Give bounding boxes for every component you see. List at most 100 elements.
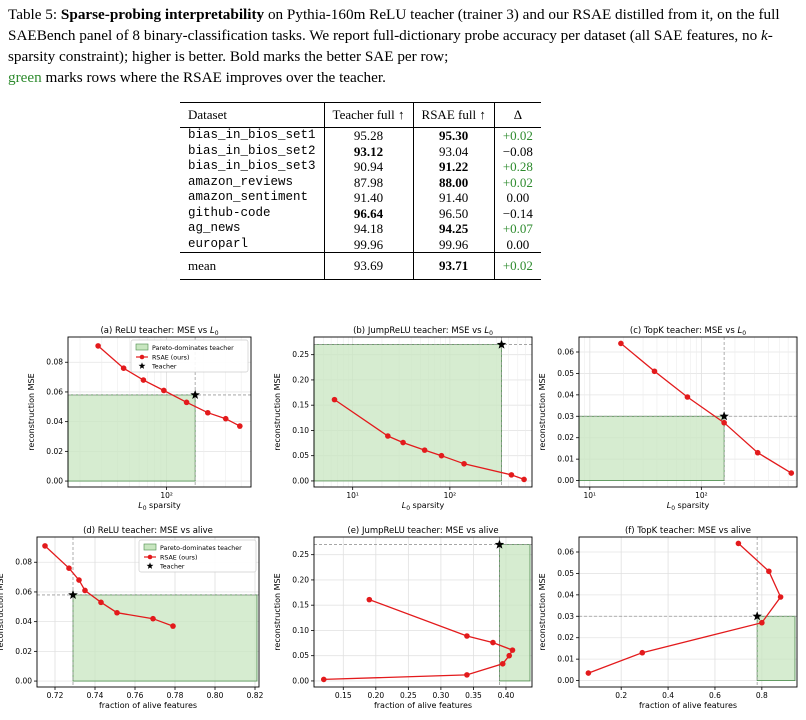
cell-delta: +0.02	[493, 174, 541, 190]
rsae-point	[204, 409, 211, 416]
rsae-point	[170, 623, 176, 629]
rsae-point	[237, 423, 243, 429]
rsae-point	[140, 377, 147, 383]
rsae-point	[585, 670, 592, 676]
caption-title: Sparse-probing interpretability	[60, 6, 265, 23]
header-delta: Δ	[493, 102, 541, 128]
pareto-region	[756, 615, 796, 681]
chart-4: 0.00 0.05 0.10 0.15 0.20 0.25 0.15 0.20 0.25 0.30…	[273, 526, 533, 710]
legend-label-teacher: Teacher	[151, 364, 177, 371]
legend-label-rsae: RSAE (ours)	[160, 555, 197, 562]
rsae-point	[618, 340, 624, 347]
x-tick-label: 0.78	[167, 691, 184, 700]
cell-teacher: 96.64	[323, 205, 414, 221]
table-row: bias_in_bios_set2 93.12 93.04 −0.08	[180, 143, 541, 159]
plot-frame	[313, 336, 533, 488]
cell-dataset: mean	[188, 258, 217, 274]
x-axis-label: L0 sparsity	[667, 501, 710, 512]
table-row: amazon_reviews 87.98 88.00 +0.02	[180, 174, 541, 190]
table-row: github-code 96.64 96.50 −0.14	[180, 205, 541, 221]
y-tick-label: 0.06	[557, 548, 574, 557]
cell-teacher: 90.94	[323, 159, 414, 175]
caption-text: on Pythia-160m ReLU teacher (trainer 3) …	[8, 6, 780, 44]
y-tick-label: 0.05	[292, 451, 309, 460]
teacher-point	[719, 411, 729, 421]
rsae-point	[366, 596, 373, 603]
cell-delta: +0.28	[493, 159, 541, 175]
rsae-point	[639, 649, 646, 656]
pareto-region	[499, 544, 531, 682]
rsae-point	[777, 594, 784, 600]
chart-3: 0.00 0.02 0.04 0.06 0.08 0.72 0.74 0.76 0.78 0.80…	[0, 526, 264, 710]
legend-label-rsae: RSAE (ours)	[152, 355, 189, 362]
table-row: europarl 99.96 99.96 0.00	[180, 236, 541, 253]
rsae-point	[42, 543, 48, 549]
chart-0: 0.00 0.02 0.04 0.06 0.08 10² (a) ReLU teacher:…	[27, 326, 252, 512]
chart-2: 0.00 0.01 0.02 0.03 0.04 0.05 0.06 10¹ 10² (c) To…	[538, 326, 798, 512]
cell-rsae: 94.25	[412, 221, 495, 237]
y-tick-label: 0.02	[46, 447, 63, 456]
y-tick-label: 0.25	[292, 350, 309, 359]
cell-teacher: 94.18	[323, 221, 414, 237]
legend-swatch-pareto	[143, 543, 157, 551]
chart-title: (a) ReLU teacher: MSE vs L0	[100, 326, 218, 337]
rsae-point	[508, 472, 515, 478]
x-axis-label: L0 sparsity	[138, 501, 181, 512]
table-caption: Table 5: Sparse-probing interpretability…	[8, 4, 800, 88]
x-tick-label: 0.74	[87, 691, 104, 700]
y-tick-label: 0.01	[557, 655, 574, 664]
pareto-region	[72, 594, 258, 682]
cell-dataset: bias_in_bios_set3	[188, 159, 316, 173]
x-tick-label: 0.15	[335, 691, 352, 700]
chart-title: (b) JumpReLU teacher: MSE vs L0	[353, 326, 493, 337]
x-tick-label: 10¹	[346, 491, 359, 500]
cell-delta: +0.02	[493, 252, 541, 280]
x-axis-label: fraction of alive features	[374, 701, 472, 710]
table-row: bias_in_bios_set1 95.28 95.30 +0.02	[180, 127, 541, 144]
caption-green-word: green	[8, 69, 42, 86]
cell-dataset: amazon_reviews	[188, 174, 294, 189]
rsae-series-line	[588, 542, 782, 674]
rsae-point	[114, 609, 120, 616]
cell-dataset: europarl	[188, 236, 249, 251]
cell-teacher: 93.69	[323, 252, 414, 280]
cell-dataset: bias_in_bios_set1	[188, 128, 316, 142]
legend-label-pareto: Pareto-dominates teacher	[152, 345, 234, 352]
cell-teacher: 99.96	[323, 236, 414, 253]
cell-teacher: 95.28	[323, 127, 414, 144]
cell-rsae: 93.71	[412, 252, 495, 280]
rsae-point	[82, 587, 88, 594]
y-axis-label: reconstruction MSE	[538, 373, 547, 450]
rsae-point	[684, 394, 691, 400]
legend-marker-teacher	[138, 362, 146, 369]
legend-box	[138, 539, 257, 573]
y-tick-label: 0.05	[292, 651, 309, 660]
plot-frame	[36, 536, 260, 688]
rsae-series-line	[97, 345, 241, 427]
cell-dataset: ag_news	[188, 221, 241, 235]
y-tick-label: 0.05	[557, 369, 574, 378]
x-tick-label: 10²	[695, 491, 708, 500]
y-axis-label: reconstruction MSE	[0, 573, 5, 650]
chart-title: (e) JumpReLU teacher: MSE vs alive	[347, 526, 498, 536]
x-tick-label: 0.76	[127, 691, 144, 700]
table-row: ag_news 94.18 94.25 +0.07	[180, 221, 541, 237]
chart-1: 0.00 0.05 0.10 0.15 0.20 0.25 10¹ 10² (b) JumpRe…	[273, 326, 533, 512]
x-axis-label: fraction of alive features	[639, 701, 737, 710]
y-tick-label: 0.10	[292, 626, 309, 635]
rsae-point	[461, 460, 467, 467]
x-tick-label: 0.35	[465, 691, 482, 700]
y-tick-label: 0.00	[557, 676, 574, 685]
rsae-point	[759, 619, 765, 626]
cell-rsae: 91.40	[412, 190, 495, 206]
plot-frame	[67, 336, 252, 488]
rsae-point	[506, 652, 513, 659]
cell-teacher: 93.12	[323, 143, 414, 159]
rsae-point	[183, 399, 190, 406]
x-axis-label: fraction of alive features	[99, 701, 197, 710]
cell-teacher: 91.40	[323, 190, 414, 206]
rsae-point	[385, 433, 391, 439]
legend-marker-rsae	[147, 554, 153, 560]
cell-delta: +0.02	[493, 127, 541, 144]
caption-label: Table 5:	[8, 6, 58, 23]
